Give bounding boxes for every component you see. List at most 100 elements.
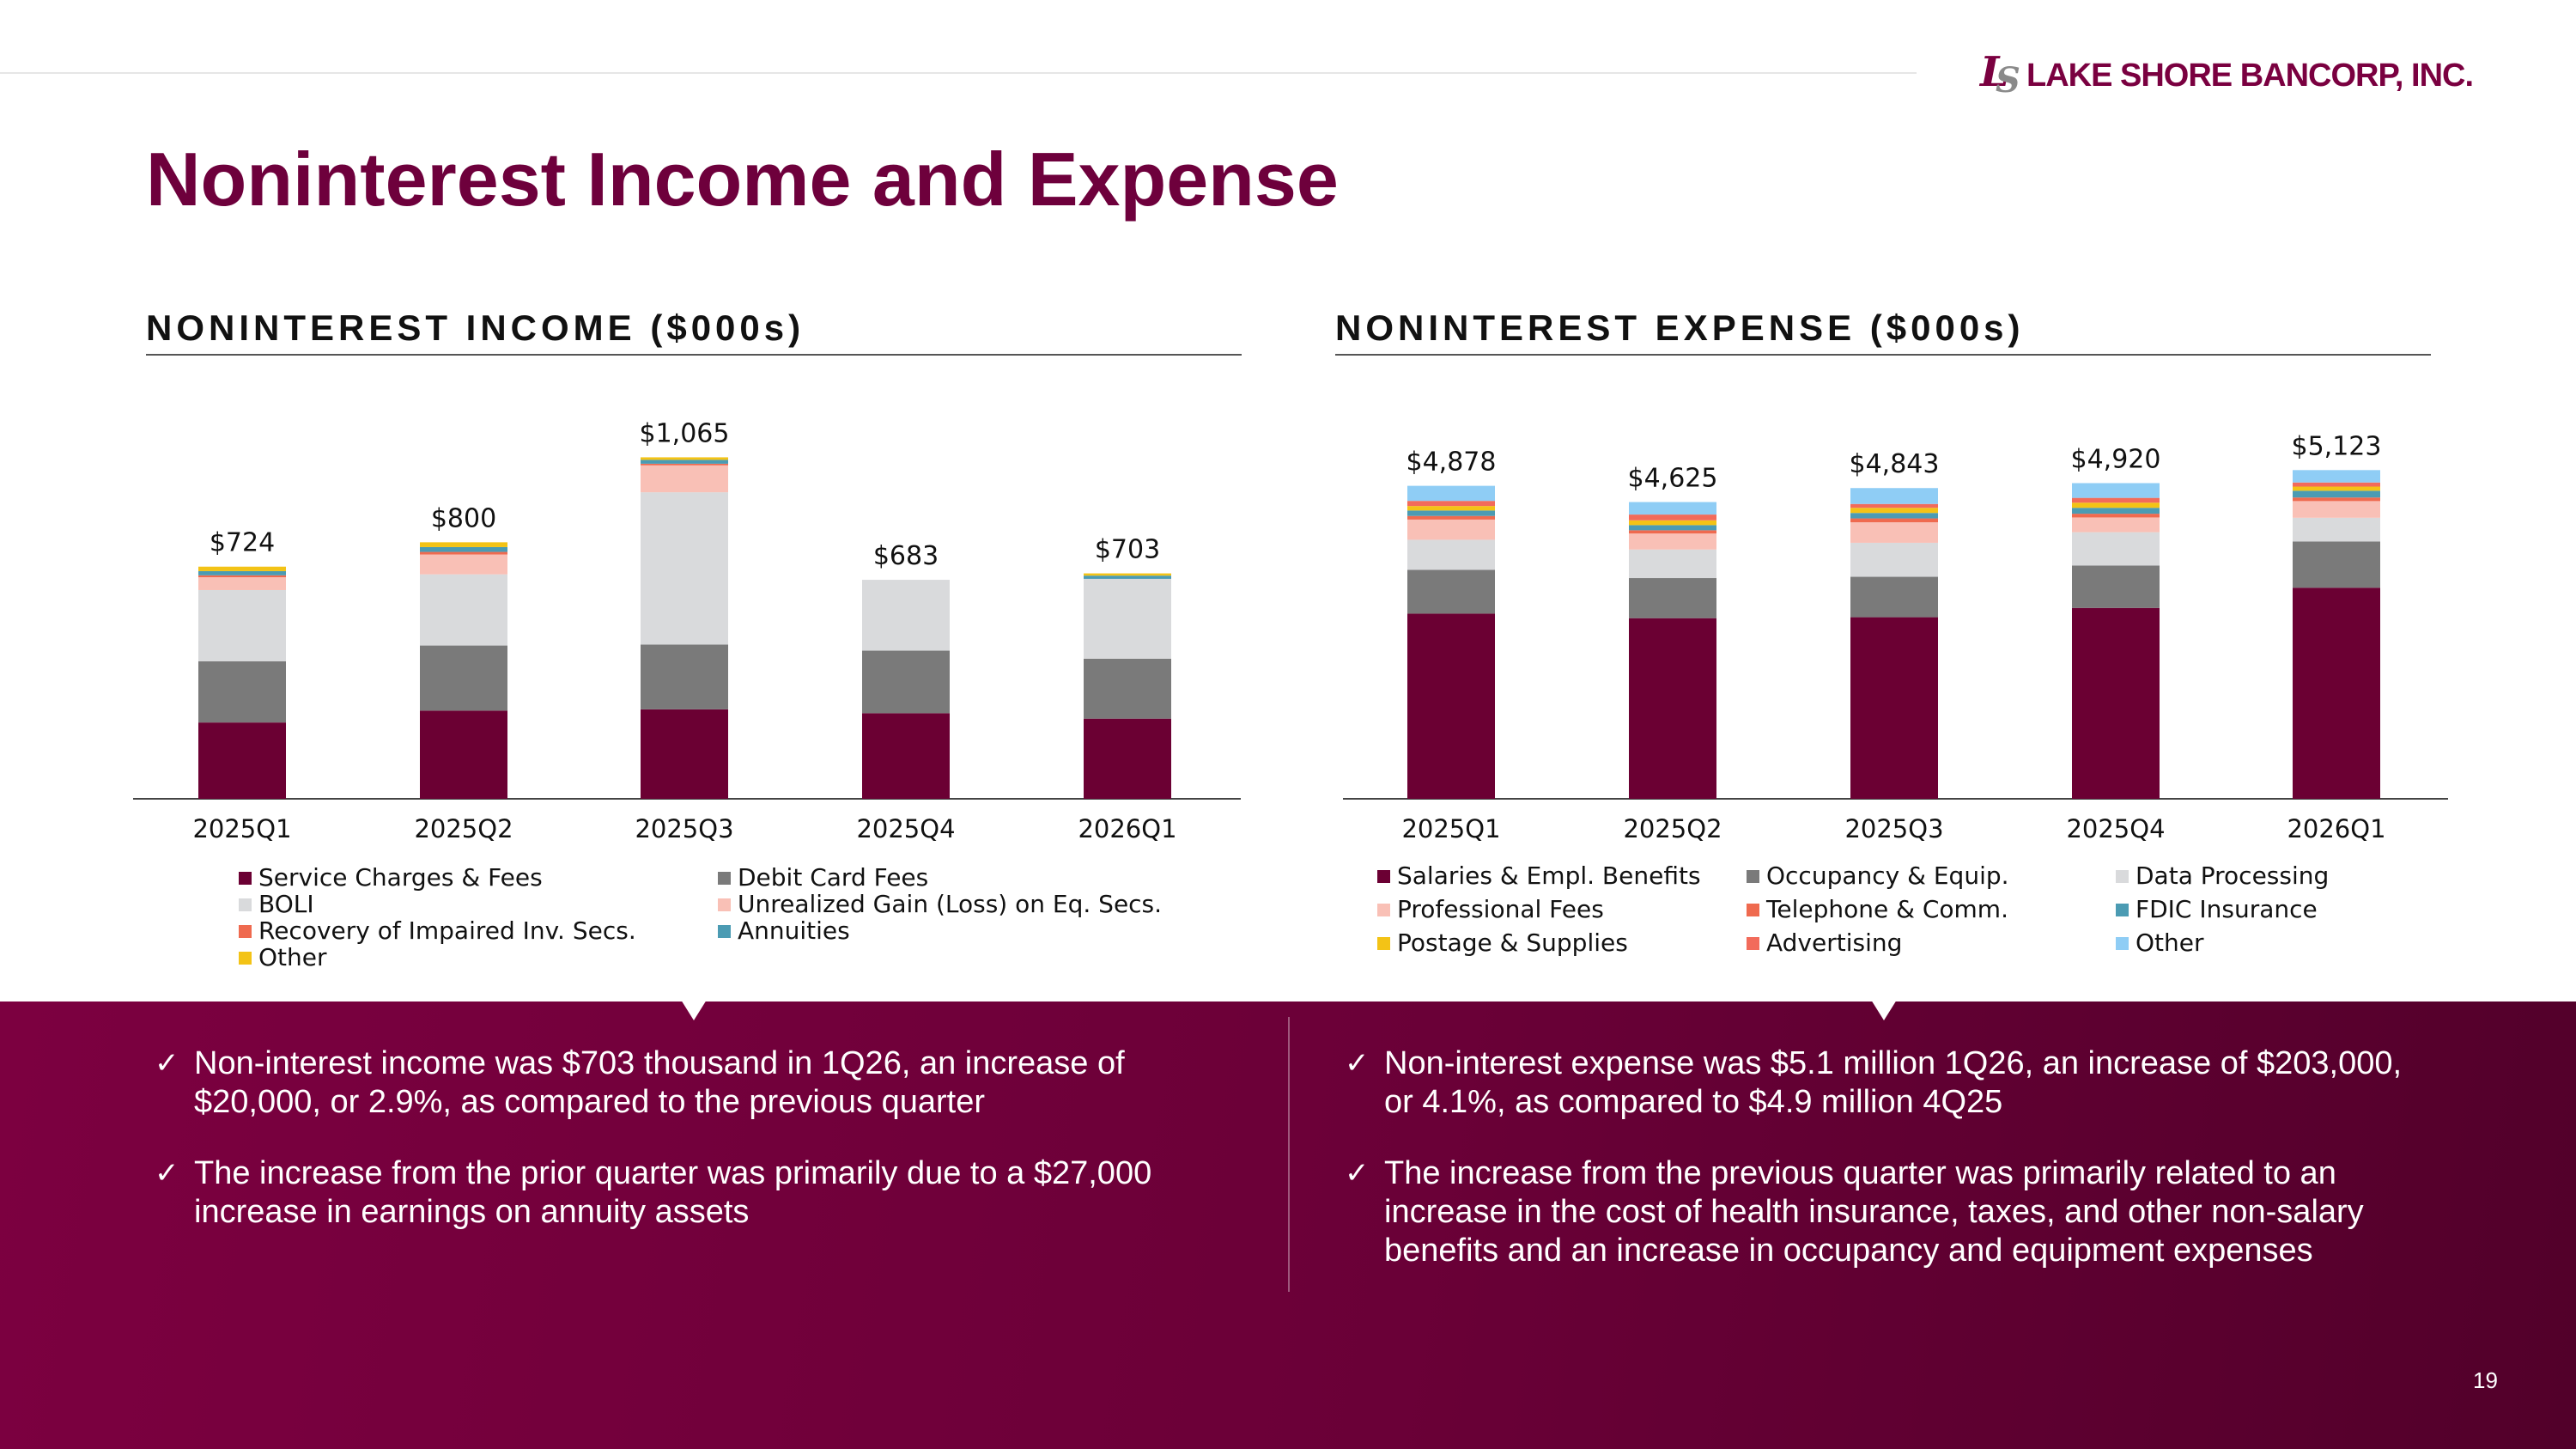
income-total-label: $724 — [210, 528, 275, 558]
expense-legend-item: Salaries & Empl. Benefits — [1377, 862, 1701, 890]
income-tick-label: 2025Q1 — [192, 814, 291, 843]
expense-tick-label: 2025Q2 — [1623, 814, 1722, 843]
expense-bar-segment — [1850, 617, 1938, 799]
income-tick-label: 2025Q4 — [856, 814, 955, 843]
income-section-rule — [146, 354, 1242, 356]
expense-total-label: $4,878 — [1406, 447, 1497, 478]
income-bar-segment — [862, 580, 950, 651]
check-icon: ✓ — [1345, 1156, 1370, 1190]
expense-legend-item: Professional Fees — [1377, 896, 1604, 923]
income-bar-segment — [420, 645, 507, 711]
expense-legend-item: Occupancy & Equip. — [1747, 862, 2009, 890]
income-bar-segment — [641, 709, 728, 799]
expense-tick-label: 2026Q1 — [2287, 814, 2385, 843]
income-legend-label: Service Charges & Fees — [258, 863, 543, 892]
expense-bar-segment — [2293, 588, 2380, 799]
income-legend-item: Recovery of Impaired Inv. Secs. — [239, 917, 636, 945]
income-total-label: $1,065 — [640, 418, 730, 448]
expense-bar-segment — [1407, 539, 1495, 570]
income-legend-item: Annuities — [718, 917, 850, 945]
expense-legend-label: Other — [2136, 928, 2204, 957]
expense-bar-segment — [1629, 502, 1716, 515]
income-legend-swatch — [718, 924, 731, 938]
income-bar-segment — [198, 589, 286, 661]
expense-legend-label: Advertising — [1766, 928, 1903, 957]
expense-bar-segment — [1407, 510, 1495, 516]
income-bar-segment — [198, 570, 286, 575]
expense-bar-segment — [2293, 486, 2380, 491]
expense-bar-segment — [1407, 613, 1495, 799]
income-bar-segment — [641, 457, 728, 460]
expense-legend-label: Postage & Supplies — [1397, 928, 1628, 957]
expense-bar-segment — [1850, 488, 1938, 504]
expense-bar-segment — [2293, 517, 2380, 542]
income-legend-item: Unrealized Gain (Loss) on Eq. Secs. — [718, 891, 1162, 918]
income-legend-label: Debit Card Fees — [738, 863, 929, 892]
expense-bar-segment — [1407, 519, 1495, 540]
income-bar-segment — [198, 575, 286, 578]
expense-legend-swatch — [1377, 869, 1390, 883]
expense-section-rule — [1335, 354, 2431, 356]
income-chart: $724 2025Q1 $800 2025Q2 $1,065 2025Q3 $683 2025… — [133, 418, 1241, 843]
expense-total-label: $5,123 — [2292, 431, 2382, 461]
expense-bar-segment — [2072, 497, 2160, 503]
commentary-panel — [0, 1002, 2576, 1449]
expense-bar-segment — [2293, 541, 2380, 588]
check-icon: ✓ — [155, 1156, 179, 1190]
expense-legend-swatch — [1377, 936, 1390, 950]
expense-legend-swatch — [2116, 869, 2129, 883]
expense-total-label: $4,843 — [1850, 449, 1940, 479]
expense-legend-item: Postage & Supplies — [1377, 929, 1628, 957]
income-bar-segment — [198, 722, 286, 799]
income-bar-segment — [420, 551, 507, 555]
expense-pointer — [1871, 1000, 1897, 1020]
income-bar-segment — [420, 710, 507, 799]
expense-legend-item: Other — [2116, 929, 2204, 957]
header-rule — [0, 72, 1917, 74]
expense-bar-segment — [2293, 490, 2380, 498]
commentary-divider — [1288, 1017, 1290, 1292]
expense-bar-segment — [1850, 518, 1938, 523]
check-icon: ✓ — [1345, 1046, 1370, 1081]
expense-bar-segment — [1407, 506, 1495, 511]
income-tick-label: 2025Q3 — [635, 814, 733, 843]
logo-text: LAKE SHORE BANCORP, INC. — [2026, 57, 2474, 94]
expense-section-title: NONINTEREST EXPENSE ($000s) — [1335, 307, 2025, 348]
income-bar-segment — [862, 650, 950, 714]
expense-legend-swatch — [1747, 903, 1759, 916]
income-legend-item: BOLI — [239, 891, 314, 918]
page-title: Noninterest Income and Expense — [146, 137, 1339, 222]
expense-bar-segment — [2293, 497, 2380, 502]
income-legend-item: Debit Card Fees — [718, 864, 928, 892]
expense-bullet-text: The increase from the previous quarter w… — [1384, 1155, 2364, 1269]
expense-legend-label: Telephone & Comm. — [1766, 895, 2008, 923]
expense-tick-label: 2025Q1 — [1401, 814, 1500, 843]
income-total-label: $683 — [873, 541, 939, 571]
expense-bullet-text: Non-interest expense was $5.1 million 1Q… — [1384, 1045, 2403, 1120]
income-bullet-text: The increase from the prior quarter was … — [194, 1155, 1152, 1230]
income-legend-label: Annuities — [738, 916, 850, 945]
check-icon: ✓ — [155, 1046, 179, 1081]
expense-bar-segment — [2072, 502, 2160, 508]
expense-bar-segment — [2072, 607, 2160, 799]
income-legend-label: Other — [258, 943, 327, 971]
income-legend-swatch — [718, 871, 731, 885]
income-legend-item: Other — [239, 944, 327, 971]
income-legend-item: Service Charges & Fees — [239, 864, 543, 892]
expense-legend-label: Professional Fees — [1397, 895, 1604, 923]
income-bar-segment — [641, 465, 728, 493]
income-bullet: ✓ The increase from the prior quarter wa… — [155, 1154, 1228, 1232]
expense-bar-segment — [1629, 578, 1716, 618]
expense-bar-segment — [1629, 549, 1716, 579]
income-bar-segment — [1084, 658, 1171, 719]
income-tick-label: 2026Q1 — [1078, 814, 1176, 843]
income-bar-segment — [1084, 573, 1171, 576]
expense-legend-label: Data Processing — [2136, 861, 2330, 890]
expense-bullet: ✓ The increase from the previous quarter… — [1345, 1154, 2418, 1270]
expense-bar-segment — [2072, 514, 2160, 518]
income-pointer — [681, 1000, 707, 1020]
charts-canvas: $724 2025Q1 $800 2025Q2 $1,065 2025Q3 $683 2025… — [133, 418, 2448, 843]
income-legend-swatch — [239, 951, 252, 965]
expense-legend-item: Data Processing — [2116, 862, 2329, 890]
